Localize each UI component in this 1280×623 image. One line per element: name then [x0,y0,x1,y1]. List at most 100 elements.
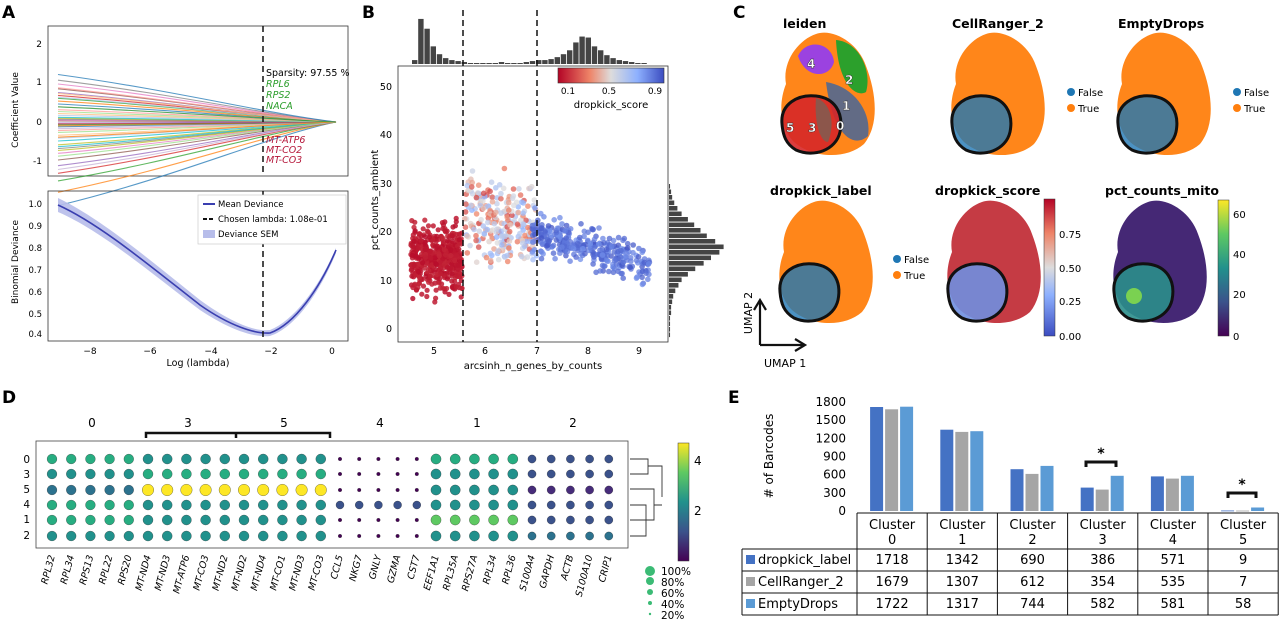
scatter-point [422,246,428,253]
scatter-point [573,254,579,260]
scatter-point [435,227,441,233]
scatter-point [462,224,469,230]
a-bottom-xtick: 0 [329,347,335,357]
dotplot-dot [85,468,96,480]
dotplot-dot [46,468,58,480]
scatter-point [498,210,504,216]
scatter-point [493,229,500,236]
scatter-point [563,222,570,229]
dotplot-dot [338,518,342,522]
histogram-bar [604,55,610,64]
scatter-point [531,222,537,228]
histogram-bar [511,63,517,64]
bar-EmptyDrops [900,406,914,511]
legend-deviance-sem: Deviance SEM [218,230,278,240]
scatter-point [448,252,454,259]
histogram-bar [443,58,449,64]
scatter-point [481,230,488,237]
scatter-point [432,255,438,261]
scatter-point [509,212,515,219]
scatter-point [531,247,538,253]
significance-bracket-cluster5 [1226,491,1258,498]
scatter-point [515,209,522,216]
histogram-bar [579,36,585,64]
e-ytick: 1800 [815,395,846,409]
gene-label: RPL34 [481,554,499,586]
histogram-bar [573,42,579,64]
dotplot-dot [181,468,192,480]
table-cell: 582 [1090,597,1115,612]
bar-EmptyDrops [1040,465,1054,511]
a-bottom-xtick: −8 [83,347,97,357]
scatter-point [624,240,631,247]
table-cell: 386 [1090,553,1115,568]
scatter-point [559,221,565,227]
bar-dropkick_label [870,407,884,511]
dotplot-dot [238,530,250,542]
scatter-point [411,262,417,269]
significance-star: * [1238,477,1246,493]
scatter-point [459,285,465,291]
scatter-point [433,287,439,293]
scatter-point [456,237,462,243]
bar-CellRanger_2 [1165,478,1179,511]
table-series-name: EmptyDrops [758,597,838,612]
gene-label: MT-ATP6 [171,554,192,595]
dotplot-dot [449,530,461,542]
scatter-point [487,264,494,270]
scatter-point [600,235,606,242]
dotplot-dot [142,514,154,526]
table-category-label: Cluster [1150,518,1197,533]
scatter-point [609,243,615,250]
b-ytick: 0 [386,324,392,335]
scatter-point [469,168,476,174]
table-cell: 535 [1160,575,1185,590]
dotplot-dot [162,453,173,465]
gene-label: RPS20 [116,554,135,586]
scatter-point [485,219,491,226]
a-top-ytick: 2 [36,40,42,50]
dotplot-dot [376,457,381,461]
scatter-point [450,224,456,230]
scatter-point [413,287,419,293]
histogram-bar [629,62,635,64]
scatter-point [606,268,612,275]
dotplot-dot [123,484,134,496]
dotplot-dot [469,453,480,465]
dotplot-dot [430,530,442,542]
scatter-point [473,232,479,239]
a-bottom-ytick: 0.5 [28,310,42,320]
mito-colorbar [1217,199,1230,337]
scatter-point [641,259,648,266]
histogram-bar [505,63,511,64]
dotplot-dot [123,453,134,465]
scatter-point [522,232,528,239]
dotplot-dot [199,484,212,496]
gene-group-label: 3 [184,416,192,430]
dotplot-dot [104,484,115,496]
scatter-point [603,257,610,263]
dotplot-dot [355,500,364,510]
umap2-label: UMAP 2 [742,292,755,334]
scatter-point [480,190,487,197]
bar-dropkick_label [1080,487,1094,511]
scatter-point [557,234,563,240]
scatter-point [539,249,545,255]
dotplot-dot [488,468,499,480]
table-category-label: 3 [1099,533,1107,548]
umap-cluster-region [836,40,868,94]
size-legend-dot [648,601,652,605]
dotplot-dot [142,453,154,465]
scatter-point [510,193,517,199]
histogram-bar [461,62,467,64]
b-xtick: 5 [431,346,437,357]
scatter-point [473,259,480,266]
dotplot-dot [449,468,461,480]
table-cell: 690 [1020,553,1045,568]
scatter-point [415,245,421,252]
histogram-bar [669,250,720,255]
scatter-point [506,238,513,244]
scatter-point [422,240,428,246]
table-cell: 1307 [946,575,979,590]
table-series-name: CellRanger_2 [758,575,844,590]
